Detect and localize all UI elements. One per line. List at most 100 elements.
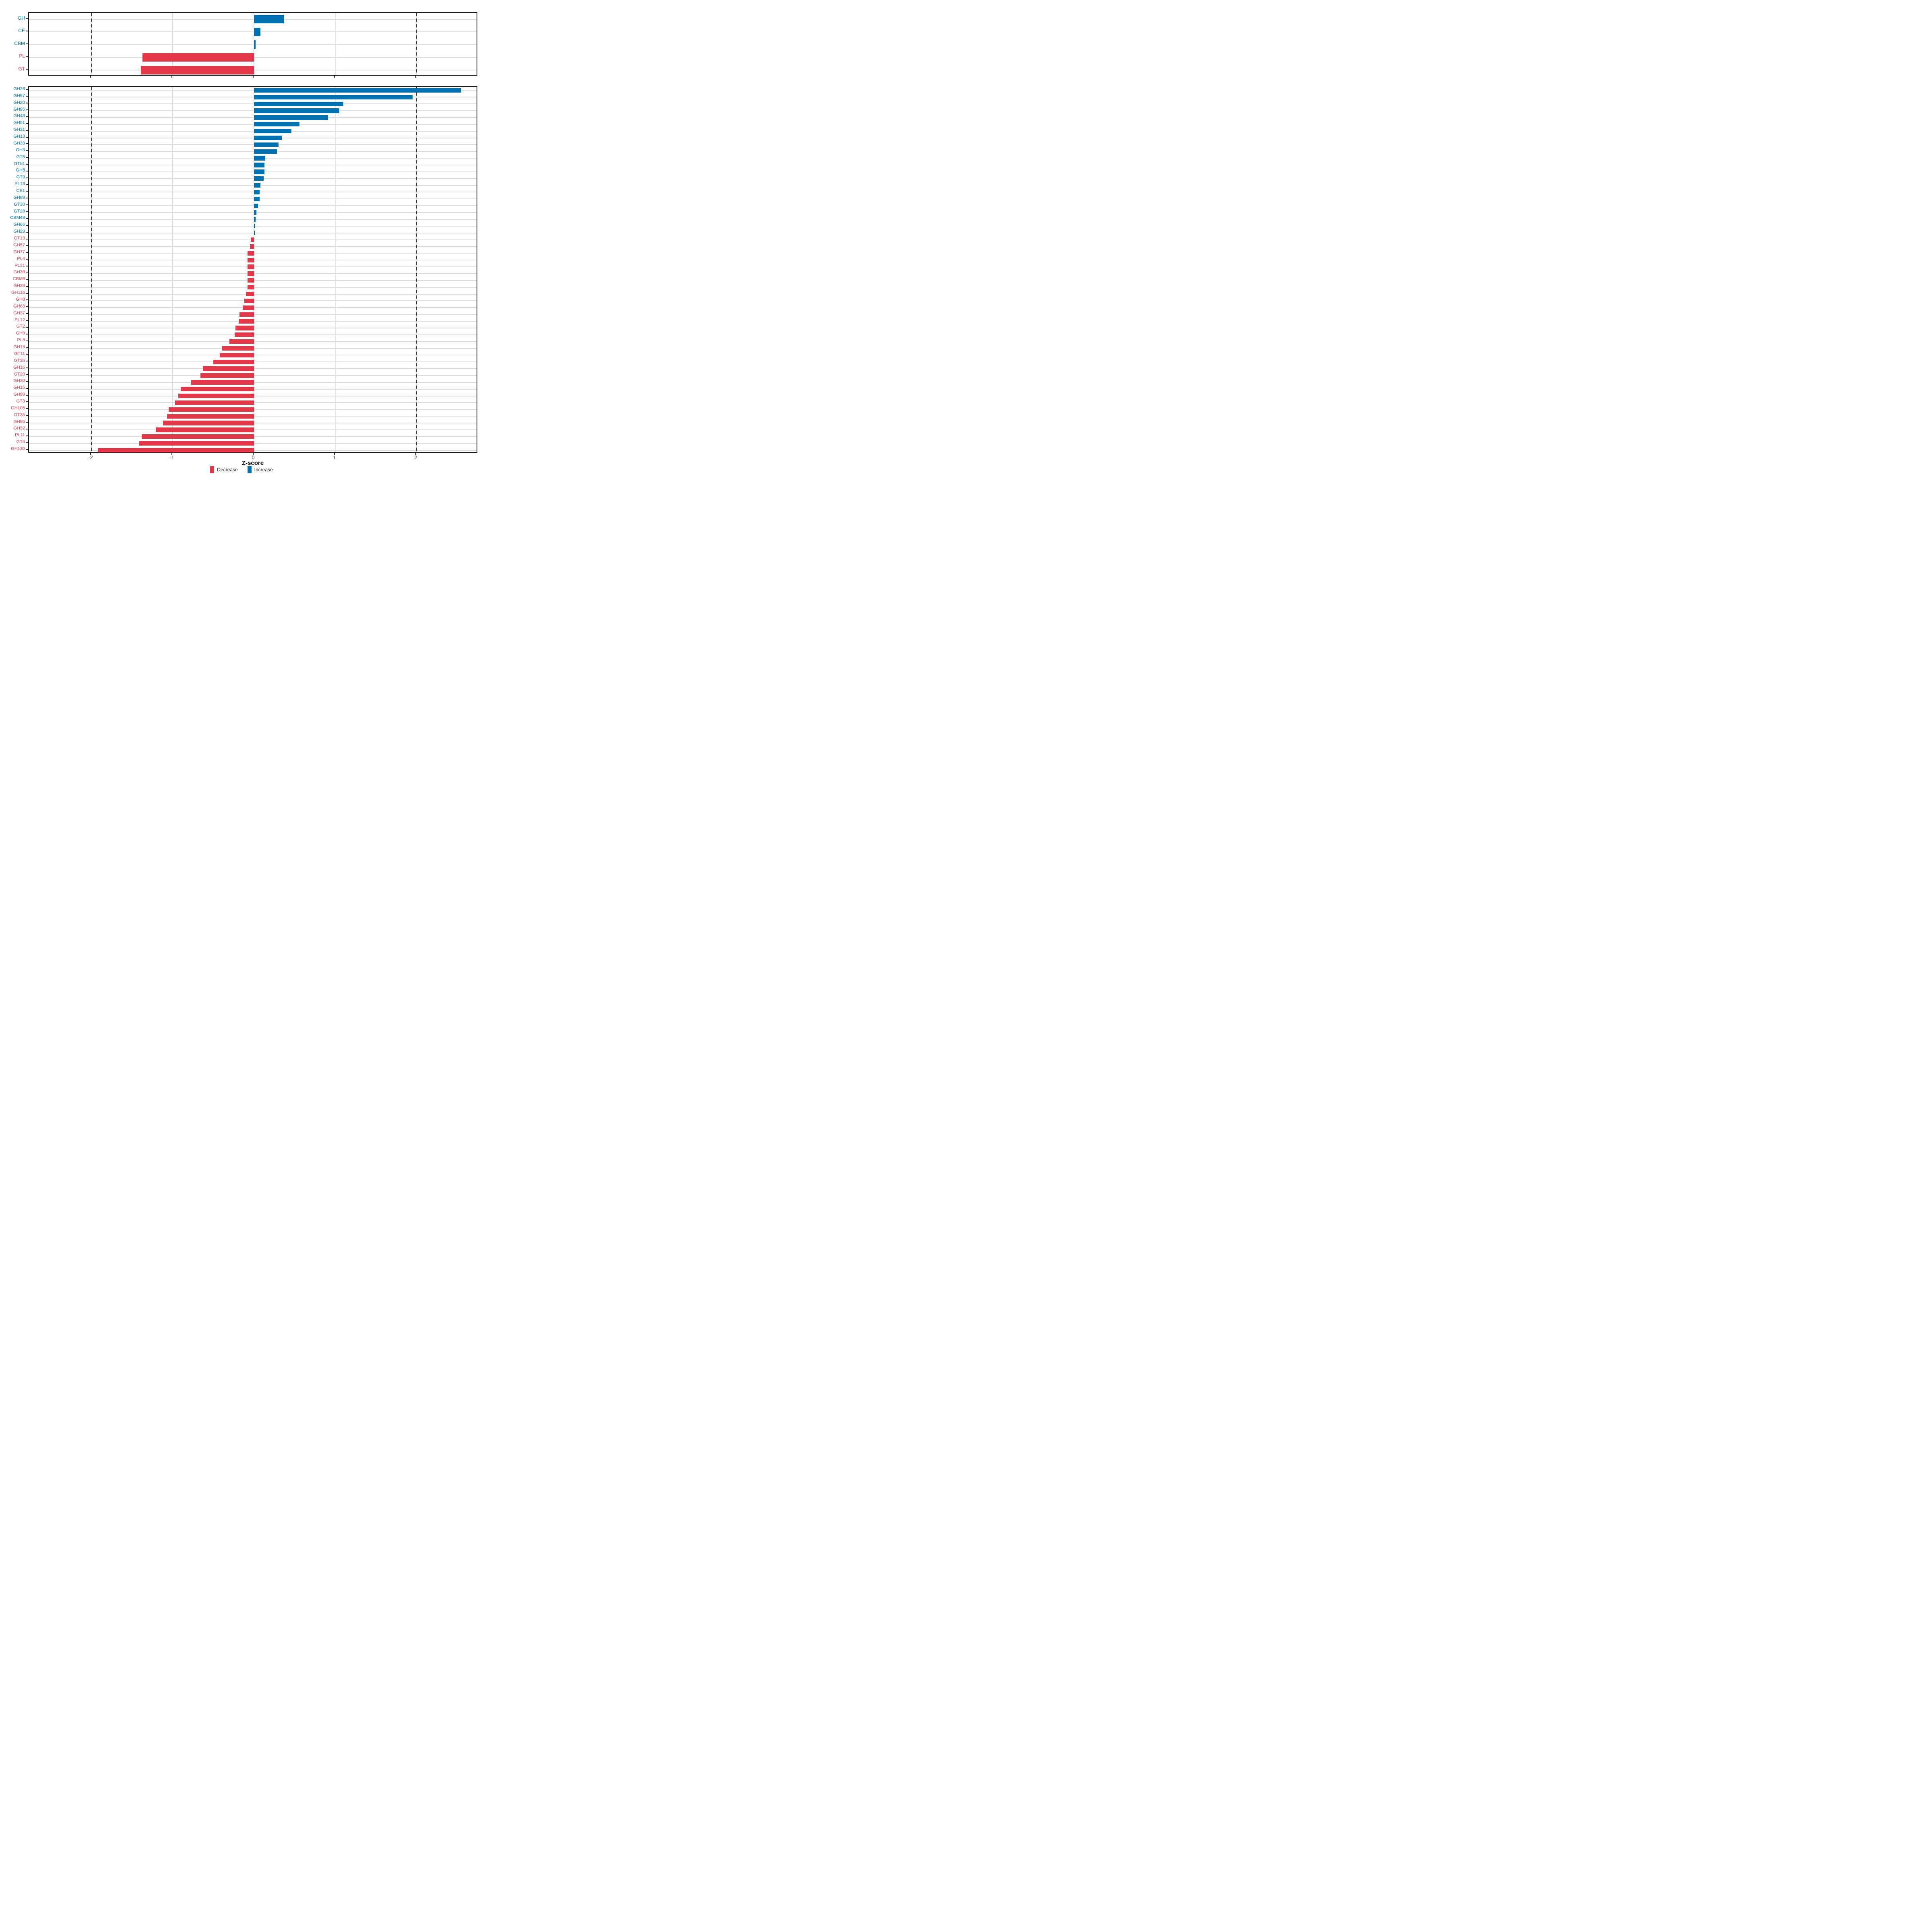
bar-GH33 — [254, 142, 279, 147]
y-axis-label-GH3: GH3 — [16, 147, 25, 153]
y-axis-tick — [26, 109, 28, 111]
y-axis-tick — [26, 231, 28, 233]
x-axis-tick — [90, 453, 91, 455]
y-axis-label-GH88: GH88 — [13, 195, 25, 200]
x-axis-tick — [415, 76, 416, 78]
x-tick-label: 1 — [333, 454, 336, 460]
y-axis-tick — [26, 136, 28, 138]
y-gridline — [29, 178, 477, 179]
y-axis-tick — [26, 279, 28, 280]
x-tick-label: -2 — [88, 454, 93, 460]
bar-PL21 — [247, 264, 254, 269]
y-axis-tick — [26, 449, 28, 450]
y-axis-label-PL4: PL4 — [17, 256, 25, 261]
y-axis-label-GT: GT — [18, 66, 25, 72]
y-axis-label-GT5: GT5 — [16, 154, 25, 159]
y-axis-tick — [26, 130, 28, 131]
y-axis-label-GH33: GH33 — [13, 140, 25, 146]
increase-swatch-icon — [247, 466, 252, 473]
y-axis-label-GT3: GT3 — [16, 398, 25, 404]
y-gridline — [29, 219, 477, 220]
y-axis-tick — [26, 157, 28, 158]
y-axis-label-GH5: GH5 — [16, 168, 25, 173]
legend-label-decrease: Decrease — [217, 467, 238, 473]
bar-GT2 — [235, 326, 254, 330]
y-axis-tick — [26, 150, 28, 151]
y-axis-label-PL8: PL8 — [17, 338, 25, 343]
bar-GH13 — [254, 135, 282, 140]
bar-GH9 — [234, 332, 254, 337]
y-axis-label-GT26: GT26 — [14, 358, 25, 363]
x-axis-tick — [334, 453, 335, 455]
y-axis-tick — [26, 116, 28, 117]
bar-GH65 — [163, 421, 254, 425]
y-gridline — [29, 144, 477, 145]
panel-top-classes — [28, 12, 477, 76]
x-axis-title: Z-score — [242, 460, 264, 466]
y-axis-tick — [26, 89, 28, 90]
y-axis-label-GH29: GH29 — [13, 229, 25, 234]
y-axis-label-GH16: GH16 — [13, 365, 25, 370]
x-gridline — [335, 87, 336, 452]
bar-PL8 — [229, 339, 254, 344]
x-axis-tick — [171, 76, 172, 78]
x-gridline — [335, 13, 336, 75]
y-axis-label-GT4: GT4 — [16, 440, 25, 445]
y-axis-tick — [26, 225, 28, 226]
bar-GH95 — [254, 108, 340, 113]
y-gridline — [29, 185, 477, 186]
bar-GH57 — [250, 244, 254, 249]
bar-GT11 — [220, 353, 254, 358]
y-axis-label-GH97: GH97 — [13, 93, 25, 98]
bar-GH29 — [254, 231, 255, 235]
y-axis-label-GT11: GT11 — [14, 351, 25, 356]
y-gridline — [29, 158, 477, 159]
bar-PL — [142, 53, 254, 62]
y-axis-label-GH99: GH99 — [13, 392, 25, 397]
bar-GH43 — [254, 115, 328, 120]
y-axis-label-PL13: PL13 — [14, 182, 25, 187]
y-axis-label-GH15: GH15 — [13, 385, 25, 390]
bar-GH130 — [98, 448, 254, 453]
bar-GH116 — [246, 291, 254, 297]
y-axis-label-GH95: GH95 — [13, 107, 25, 112]
y-axis-label-GH13: GH13 — [13, 134, 25, 139]
y-gridline — [29, 198, 477, 200]
y-axis-label-CBM: CBM — [14, 40, 25, 46]
y-gridline — [29, 103, 477, 105]
y-gridline — [29, 212, 477, 213]
dashed-reference-line — [416, 87, 417, 452]
y-axis-label-GT51: GT51 — [14, 161, 25, 166]
y-axis-label-GH116: GH116 — [11, 290, 25, 295]
bar-GT19 — [250, 237, 254, 242]
y-axis-label-GH38: GH38 — [13, 283, 25, 289]
x-tick-label: -1 — [169, 454, 174, 460]
y-axis-label-GH51: GH51 — [13, 120, 25, 126]
y-axis-tick — [26, 184, 28, 185]
bar-GT — [141, 66, 254, 74]
y-axis-tick — [26, 218, 28, 219]
bar-GH26 — [254, 88, 462, 93]
y-axis-label-GT19: GT19 — [14, 236, 25, 241]
bar-GH99 — [178, 393, 254, 398]
bar-GT51 — [254, 163, 265, 167]
y-axis-tick — [26, 408, 28, 409]
y-gridline — [29, 110, 477, 111]
bar-GH39 — [247, 271, 254, 276]
bar-GH30 — [191, 380, 254, 385]
y-axis-label-GH77: GH77 — [13, 249, 25, 254]
y-axis-tick — [26, 354, 28, 355]
y-axis-label-GH18: GH18 — [13, 345, 25, 350]
y-axis-tick — [26, 293, 28, 294]
y-axis-label-GH130: GH130 — [11, 446, 25, 452]
y-axis-tick — [26, 96, 28, 97]
x-tick-label: 2 — [414, 454, 417, 460]
x-axis-tick — [253, 453, 254, 455]
dashed-reference-line — [91, 13, 92, 75]
bar-GH — [254, 15, 284, 24]
y-axis-tick — [26, 347, 28, 348]
bar-GH77 — [247, 251, 254, 256]
y-gridline — [29, 124, 477, 125]
y-axis-label-GH57: GH57 — [13, 242, 25, 248]
x-gridline — [172, 87, 173, 452]
